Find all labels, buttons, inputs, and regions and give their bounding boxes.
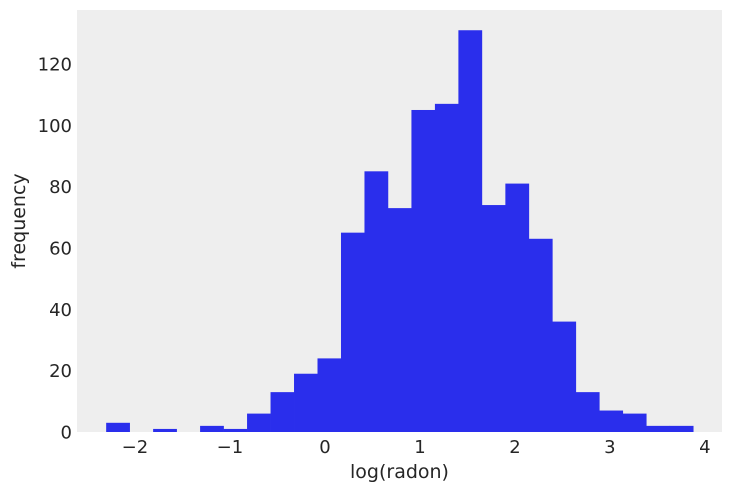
histogram-bar (247, 413, 271, 432)
histogram-bar (364, 171, 389, 432)
x-tick-label: 4 (699, 437, 710, 458)
x-tick-label: −1 (217, 437, 244, 458)
histogram-bar (481, 205, 506, 432)
x-axis-label: log(radon) (350, 461, 449, 483)
x-tick-label: 3 (604, 437, 615, 458)
histogram-bar (200, 425, 224, 432)
histogram-bar (646, 425, 671, 432)
x-tick-label: 1 (414, 437, 425, 458)
histogram-bar (599, 410, 624, 432)
histogram-bar (223, 428, 248, 432)
histogram-bar (270, 392, 295, 432)
histogram-bar (294, 373, 318, 432)
x-tick-label: 0 (319, 437, 330, 458)
y-tick-label: 120 (38, 54, 72, 75)
x-tick-label: −2 (122, 437, 149, 458)
histogram-bar (575, 392, 600, 432)
bars (106, 30, 694, 433)
histogram-bar (153, 428, 177, 432)
histogram-bar (106, 422, 130, 432)
histogram-bar (340, 232, 365, 432)
y-axis-label: frequency (8, 173, 30, 268)
y-tick-label: 20 (49, 361, 72, 382)
histogram-bar (669, 425, 694, 432)
y-tick-label: 0 (61, 423, 72, 444)
histogram-bar (458, 30, 483, 433)
histogram-bar (622, 413, 647, 432)
histogram-bar (317, 358, 342, 432)
histogram-bar (411, 109, 436, 433)
histogram-bar (528, 238, 553, 432)
y-tick-label: 40 (49, 300, 72, 321)
y-tick-label: 60 (49, 238, 72, 259)
x-tick-label: 2 (509, 437, 520, 458)
y-tick-label: 80 (49, 177, 72, 198)
x-ticks: −2 −1 0 1 2 3 4 (122, 437, 711, 458)
histogram-bar (552, 321, 577, 432)
histogram-bar (434, 103, 459, 432)
y-tick-label: 100 (38, 116, 72, 137)
y-ticks: 0 20 40 60 80 100 120 (38, 54, 72, 443)
histogram-bar (505, 183, 530, 432)
histogram-bar (387, 208, 412, 432)
